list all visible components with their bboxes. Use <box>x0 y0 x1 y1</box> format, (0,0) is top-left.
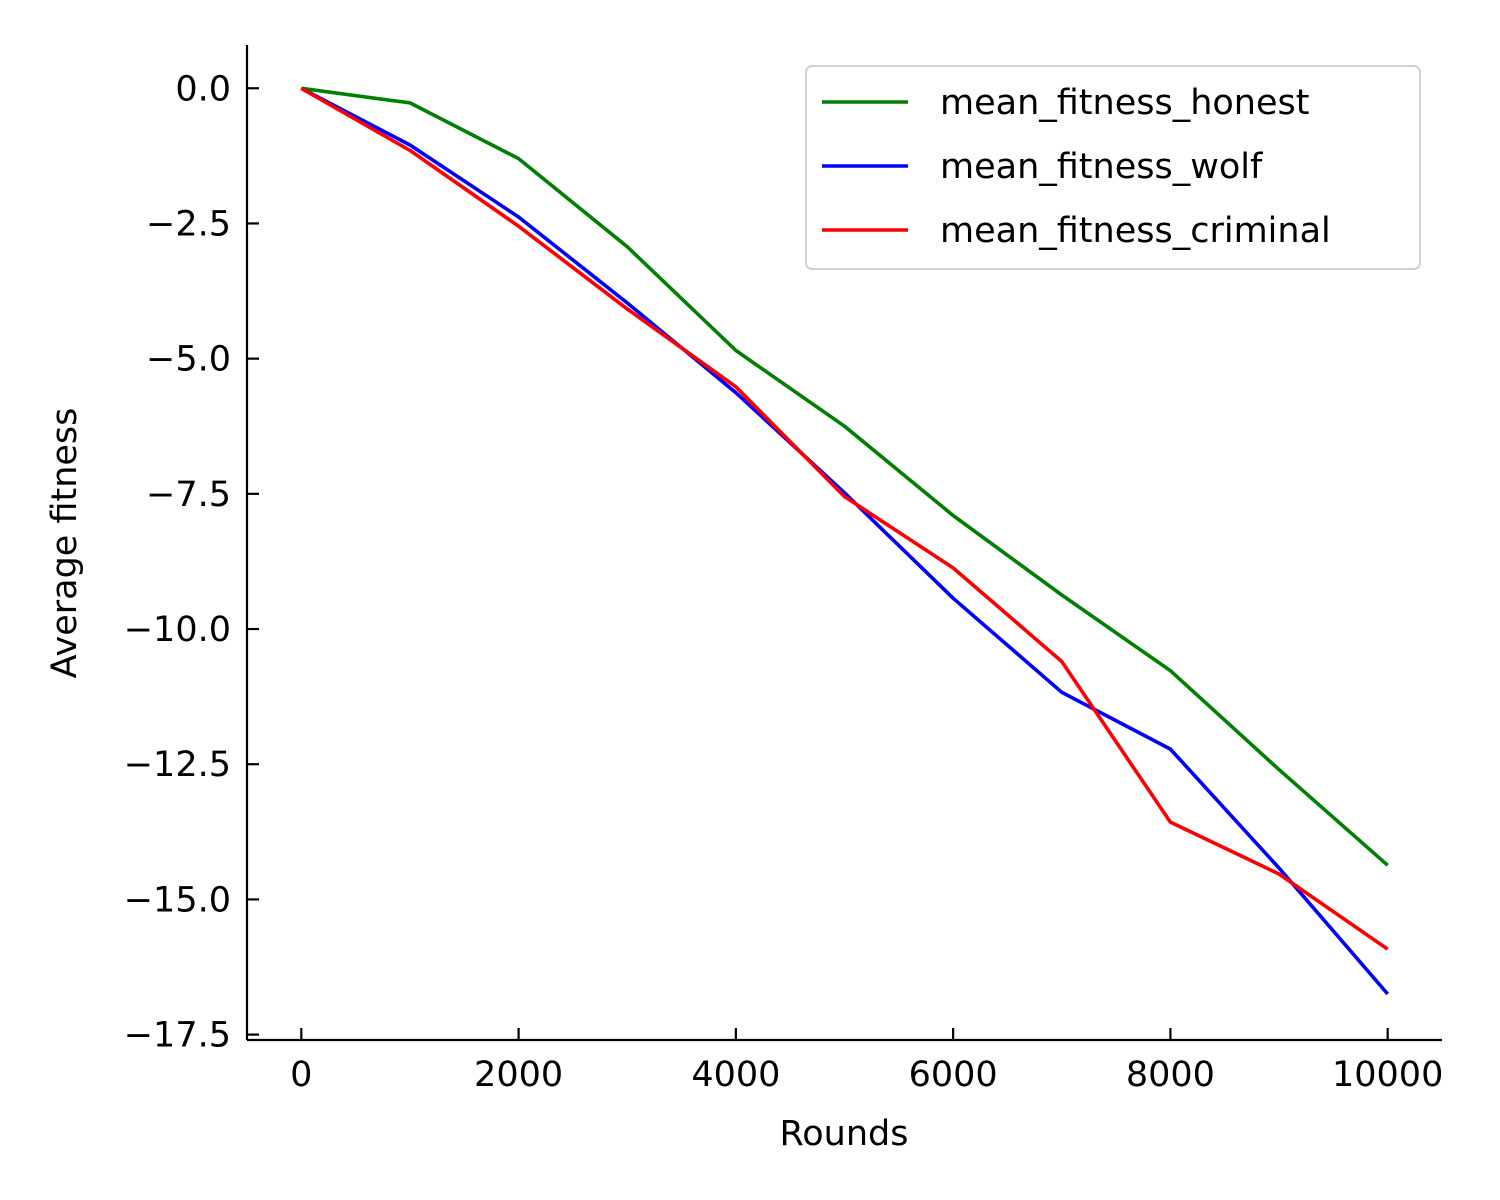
y-axis-label: Average fitness <box>45 408 85 679</box>
series-line-mean-fitness-criminal <box>300 86 1389 951</box>
x-tick-label: 2000 <box>474 1055 563 1095</box>
y-tick-label: −12.5 <box>124 745 231 785</box>
series-line-mean-fitness-wolf <box>300 86 1390 996</box>
y-tick-label: 0.0 <box>175 69 231 109</box>
legend-label: mean_fitness_honest <box>940 83 1309 123</box>
y-tick-label: −17.5 <box>124 1016 231 1056</box>
y-tick-label: −7.5 <box>146 475 231 515</box>
legend: mean_fitness_honest mean_fitness_wolfmean… <box>805 65 1421 270</box>
x-tick-label: 6000 <box>909 1055 998 1095</box>
x-axis-label: Rounds <box>780 1114 909 1154</box>
plot-lines <box>300 86 1390 996</box>
series-line-mean-fitness-honest <box>301 86 1389 867</box>
x-ticks: 0 2000 4000 6000 8000 10000 <box>290 1028 1443 1095</box>
legend-label: mean_fitness_criminal <box>940 211 1331 251</box>
legend-entries: mean_fitness_honest mean_fitness_wolfmean… <box>822 83 1331 251</box>
x-tick-label: 8000 <box>1126 1055 1215 1095</box>
x-tick-label: 4000 <box>691 1055 780 1095</box>
y-tick-label: −2.5 <box>146 204 231 244</box>
legend-frame <box>805 65 1421 270</box>
x-tick-label: 10000 <box>1332 1055 1443 1095</box>
y-tick-label: −15.0 <box>124 880 231 920</box>
y-tick-label: −10.0 <box>124 610 231 650</box>
axes <box>245 45 1442 1042</box>
y-ticks: 0.0 −2.5 −5.0 −7.5 −10.0 −12.5 −15.0 −17.5 <box>124 69 259 1056</box>
x-tick-label: 0 <box>290 1055 312 1095</box>
y-tick-label: −5.0 <box>146 340 231 380</box>
legend-label: mean_fitness_wolf <box>940 147 1263 187</box>
